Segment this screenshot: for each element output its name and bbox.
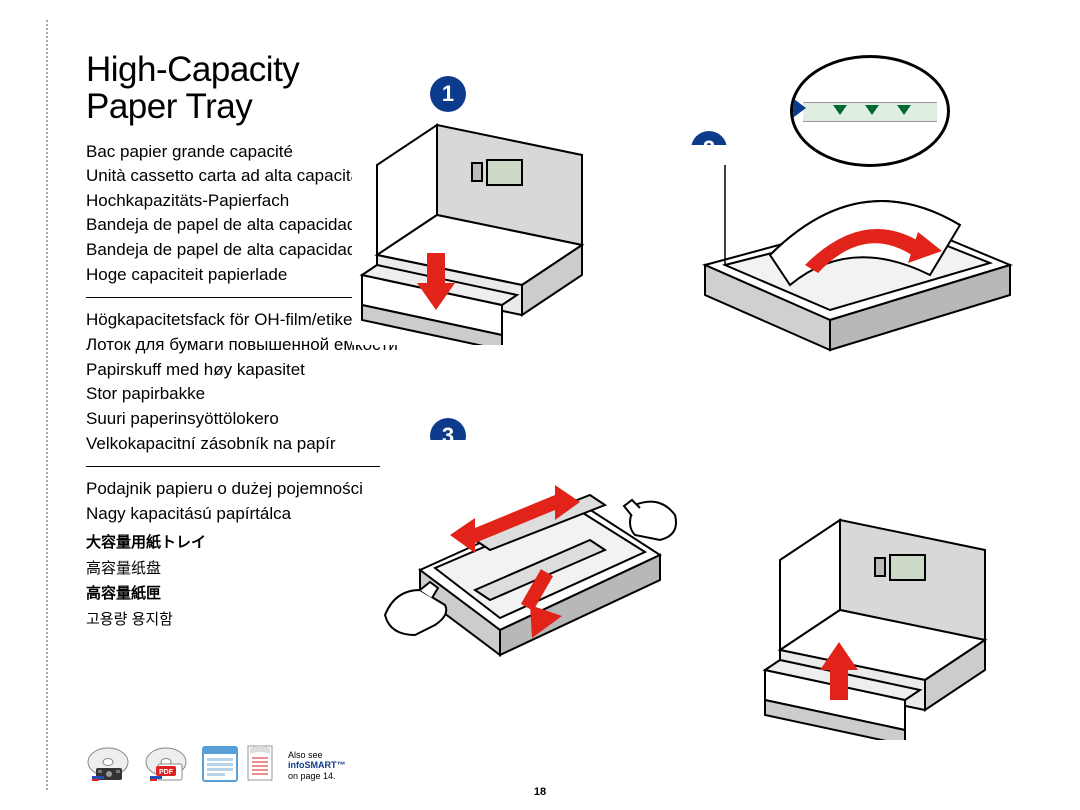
footer-text: Also see infoSMART™ on page 14. <box>288 750 346 782</box>
svg-text:PDF: PDF <box>159 769 174 776</box>
translation-cjk: 高容量纸盘 <box>86 556 411 582</box>
translation: Podajnik papieru o dużej pojemności <box>86 477 411 502</box>
translation: Velkokapacitní zásobník na papír <box>86 432 411 457</box>
callout-circle <box>790 55 950 167</box>
document-icon <box>246 744 276 782</box>
tray-adjust-icon <box>380 440 680 690</box>
translation: Suuri paperinsyöttölokero <box>86 407 411 432</box>
step-badge-1: 1 <box>430 76 466 112</box>
fill-marker-icon <box>865 105 879 115</box>
margin-dotted-line <box>46 20 48 790</box>
callout-arrow-icon <box>790 96 806 120</box>
translations-cjk: 大容量用紙トレイ 高容量纸盘 高容量紙匣 고용량 용지함 <box>86 530 411 632</box>
translation-cjk: 고용량 용지함 <box>86 607 411 633</box>
page-number: 18 <box>534 786 546 798</box>
paper-tray-icon <box>690 145 1030 375</box>
divider <box>86 466 411 467</box>
illustration-step-2 <box>690 145 1030 375</box>
translation: Papirskuff med høy kapasitet <box>86 358 411 383</box>
cd-video-icon <box>86 744 136 782</box>
fill-marker-icon <box>897 105 911 115</box>
translation: Nagy kapacitású papírtálca <box>86 502 411 527</box>
manual-page: High-Capacity Paper Tray Bac papier gran… <box>0 0 1080 810</box>
footer-icons-row: PDF Also see infoSMART™ on page 14. <box>86 744 346 782</box>
title-line: High-Capacity <box>86 50 299 89</box>
footer-also-see: Also see <box>288 750 323 760</box>
printer-icon <box>352 115 632 345</box>
illustration-step-4 <box>755 510 1035 740</box>
title-line: Paper Tray <box>86 87 252 126</box>
footer-infosmart: infoSMART™ <box>288 760 346 770</box>
fill-marker-icon <box>833 105 847 115</box>
translation-cjk: 大容量用紙トレイ <box>86 530 411 556</box>
illustration-step-3 <box>380 440 680 690</box>
illustration-step-1 <box>352 115 632 345</box>
printer-close-icon <box>755 510 1035 740</box>
translations-block-3: Podajnik papieru o dużej pojemności Nagy… <box>86 477 411 526</box>
translation-cjk: 高容量紙匣 <box>86 581 411 607</box>
browser-window-icon <box>202 746 238 782</box>
footer-on-page: on page 14. <box>288 771 336 781</box>
cd-pdf-icon: PDF <box>144 744 194 782</box>
translation: Stor papirbakke <box>86 382 411 407</box>
